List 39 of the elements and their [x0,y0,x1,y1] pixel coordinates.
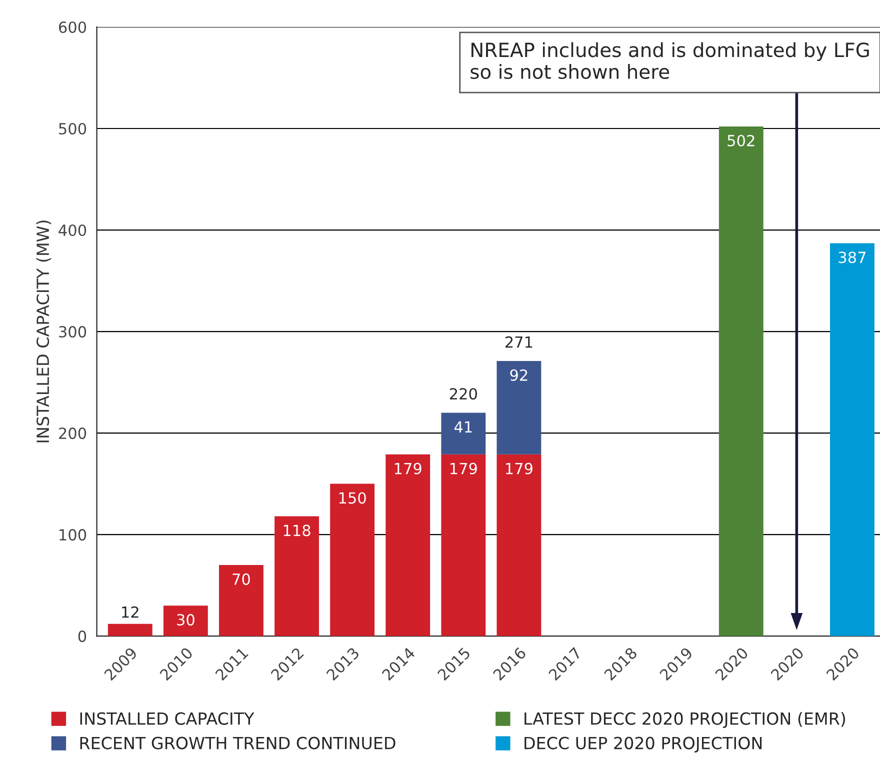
legend-label: RECENT GROWTH TREND CONTINUED [80,736,396,750]
y-tick-label: 500 [59,122,86,135]
data-label: 502 [728,134,754,146]
bar [163,606,208,636]
y-tick-label: 200 [59,428,86,440]
bar [441,454,486,636]
legend-label: LATEST DECC 2020 PROJECTION (EMR) [524,712,846,728]
data-label: 12 [122,606,138,618]
legend-label: INSTALLED CAPACITY [80,712,254,725]
bar [330,484,375,636]
bar [496,454,542,636]
y-tick-label: 600 [58,21,86,34]
data-label: 150 [339,492,366,504]
annotation: NREAP includes and is dominated by LFG so is not shown here [470,42,869,80]
bar [441,412,486,454]
y-axis-title: INSTALLED CAPACITY (MW) [36,220,52,442]
y-tick-label: 400 [58,224,86,236]
data-label: 30 [177,614,194,626]
total-label: 271 [505,336,532,348]
bar [108,624,152,636]
y-tick-label: 300 [59,326,86,338]
data-label: 118 [284,524,310,536]
total-label: 220 [450,388,477,400]
legend-label: DECC UEP 2020 PROJECTION [524,736,762,752]
bar [496,360,542,454]
data-label: 92 [510,369,528,381]
bar [386,454,430,636]
data-label: 41 [454,421,472,432]
data-label: 179 [394,462,422,474]
bar [219,565,264,636]
data-label: 387 [838,252,866,264]
bar [830,243,874,636]
bar [274,516,319,636]
data-label: 179 [506,462,532,474]
y-tick-label: 0 [78,630,86,642]
y-tick-label: 100 [60,529,86,541]
bar [718,126,764,636]
data-label: 179 [450,462,477,474]
data-label: 70 [232,573,250,585]
